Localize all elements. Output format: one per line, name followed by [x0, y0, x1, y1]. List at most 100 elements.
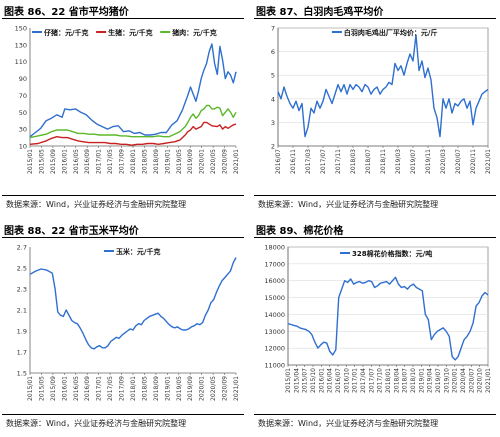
x-tick-label: 2020/10: [477, 368, 484, 393]
x-tick-label: 2018/01: [130, 376, 137, 401]
x-tick-label: 2019/01: [418, 368, 425, 393]
series-line: [29, 104, 237, 139]
x-tick-label: 2017/05: [107, 376, 114, 401]
chart-panel-cotton-price: 图表 89、棉花价格 11000 12000 13000 14000 15000 1600…: [254, 219, 498, 437]
y-tick-label: 3: [271, 119, 275, 127]
x-tick-label: 2017/09: [119, 149, 126, 174]
source-note: 数据来源：Wind，兴业证券经济与金融研究院整理: [258, 419, 439, 428]
x-tick-label: 2015/01: [27, 376, 34, 401]
x-tick-label: 2018/09: [153, 149, 160, 174]
source-rule: [254, 195, 496, 196]
x-tick-label: 2016/07: [275, 149, 282, 174]
y-tick-label: 5: [271, 72, 275, 80]
x-tick-label: 2020/09: [222, 149, 229, 174]
x-tick-label: 2019/05: [176, 149, 183, 174]
title-rule: [2, 18, 244, 19]
x-tick-label: 2017/07: [368, 368, 375, 393]
y-tick-label: 30: [19, 126, 27, 134]
x-tick-label: 2019/07: [410, 149, 417, 174]
x-tick-label: 2020/03: [440, 149, 447, 174]
y-tick-label: 6: [271, 48, 275, 56]
cotton-price-chart: 11000 12000 13000 14000 15000 16000 17000 18000…: [264, 244, 492, 393]
pig-price-chart: 10 30 50 70 90 110 130 150 2015/01 2015/05 2015/09…: [15, 25, 240, 174]
x-tick-label: 2020/01: [199, 376, 206, 401]
x-tick-label: 2020/01: [452, 368, 459, 393]
plot-frame: [277, 27, 489, 147]
y-tick-label: 2: [271, 143, 275, 151]
y-tick-label: 2.5: [17, 265, 27, 273]
x-tick-label: 2019/04: [427, 368, 434, 393]
y-tick-label: 130: [15, 41, 27, 49]
x-tick-label: 2016/11: [290, 149, 297, 174]
source-note: 数据来源：Wind，兴业证券经济与金融研究院整理: [6, 419, 187, 428]
y-tick-label: 2.1: [17, 307, 27, 315]
y-tick-label: 4: [271, 95, 275, 103]
x-tick-label: 2015/09: [50, 376, 57, 401]
x-tick-label: 2015/05: [38, 149, 45, 174]
x-tick-label: 2018/05: [141, 149, 148, 174]
x-tick-label: 2021/01: [485, 149, 492, 174]
y-tick-label: 13000: [264, 328, 285, 336]
x-tick-label: 2017/07: [320, 149, 327, 174]
series-line: [29, 257, 237, 350]
x-tick-label: 2020/07: [468, 368, 475, 393]
x-tick-label: 2015/01: [27, 149, 34, 174]
x-tick-label: 2020/05: [210, 149, 217, 174]
y-tick-label: 2.7: [17, 244, 27, 252]
x-tick-label: 2016/09: [84, 376, 91, 401]
y-tick-label: 150: [15, 25, 27, 33]
x-tick-label: 2018/03: [350, 149, 357, 174]
x-tick-label: 2021/01: [233, 149, 240, 174]
y-tick-label: 11000: [264, 362, 285, 370]
x-tick-label: 2018/05: [141, 376, 148, 401]
x-tick-label: 2017/01: [96, 149, 103, 174]
x-tick-label: 2020/07: [455, 149, 462, 174]
title-rule: [2, 237, 244, 238]
x-tick-label: 2016/07: [335, 368, 342, 393]
series-line: [287, 276, 489, 361]
source-rule: [254, 414, 496, 415]
chart-title: 图表 88、22 省市玉米平均价: [4, 226, 139, 237]
x-tick-label: 2015/07: [302, 368, 309, 393]
x-tick-label: 2016/01: [318, 368, 325, 393]
source-note: 数据来源：Wind，兴业证券经济与金融研究院整理: [6, 200, 187, 209]
x-tick-label: 2018/01: [385, 368, 392, 393]
series-line: [29, 121, 237, 146]
x-tick-label: 2016/04: [327, 368, 334, 393]
x-tick-label: 2018/01: [130, 149, 137, 174]
x-tick-label: 2019/05: [176, 376, 183, 401]
x-tick-label: 2020/05: [210, 376, 217, 401]
x-tick-label: 2020/01: [199, 149, 206, 174]
corn-price-chart: 1.5 1.7 1.9 2.1 2.3 2.5 2.7 2015/01 2015/05 2015/…: [17, 244, 240, 401]
source-rule: [2, 414, 244, 415]
x-tick-label: 2017/09: [119, 376, 126, 401]
chart-title: 图表 86、22 省市平均猪价: [4, 7, 129, 18]
y-tick-label: 7: [271, 25, 275, 33]
legend-label: 白羽肉毛鸡出厂平均价：元/斤: [344, 28, 438, 37]
y-tick-label: 15000: [264, 294, 285, 302]
x-tick-label: 2017/01: [352, 368, 359, 393]
x-tick-label: 2019/01: [164, 376, 171, 401]
x-tick-label: 2020/09: [222, 376, 229, 401]
source-rule: [2, 195, 244, 196]
x-tick-label: 2015/10: [310, 368, 317, 393]
source-note: 数据来源：Wind，兴业证券经济与金融研究院整理: [258, 200, 439, 209]
x-tick-label: 2015/05: [38, 376, 45, 401]
x-tick-label: 2015/04: [293, 368, 300, 393]
x-tick-label: 2020/04: [460, 368, 467, 393]
y-tick-label: 70: [19, 92, 27, 100]
x-tick-label: 2017/11: [335, 149, 342, 174]
x-tick-label: 2017/10: [377, 368, 384, 393]
x-tick-label: 2019/01: [164, 149, 171, 174]
legend-label: 玉米：元/千克: [116, 247, 161, 256]
x-tick-label: 2016/09: [84, 149, 91, 174]
y-tick-label: 1.9: [17, 328, 27, 336]
y-tick-label: 10: [19, 143, 27, 151]
x-tick-label: 2018/11: [380, 149, 387, 174]
x-tick-label: 2016/01: [61, 376, 68, 401]
x-tick-label: 2019/09: [187, 376, 194, 401]
x-tick-label: 2020/11: [470, 149, 477, 174]
x-tick-label: 2019/07: [435, 368, 442, 393]
legend-label: 仔猪：元/千克: [44, 28, 89, 37]
series-line: [277, 34, 489, 138]
